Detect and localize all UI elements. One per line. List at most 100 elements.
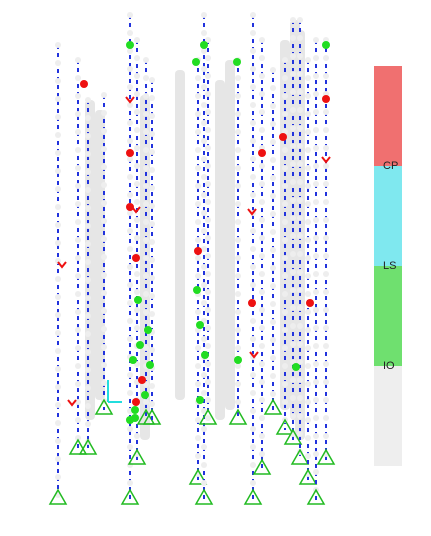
hinge-io	[313, 217, 319, 223]
hinge-io	[205, 73, 211, 79]
hinge-io	[149, 113, 155, 119]
legend-band-ls-io	[374, 266, 402, 366]
hinge-cp	[138, 376, 146, 384]
hinge-io	[55, 78, 61, 84]
legend-label-cp: CP	[383, 160, 399, 172]
hinge-io	[205, 307, 211, 313]
hinge-ls	[201, 351, 209, 359]
hinge-io	[282, 165, 288, 171]
structure-3d-view[interactable]	[0, 0, 360, 531]
hinge-io	[127, 192, 133, 198]
fixed-support-icon	[306, 488, 326, 505]
hinge-io	[134, 217, 140, 223]
hinge-io	[297, 395, 303, 401]
fixed-support-icon	[194, 488, 214, 505]
hinge-io	[205, 217, 211, 223]
hinge-io	[250, 390, 256, 396]
fixed-support-icon	[228, 408, 248, 425]
hinge-io	[323, 433, 329, 439]
hinge-io	[305, 399, 311, 405]
hinge-chevron	[131, 206, 141, 214]
hinge-io	[143, 201, 149, 207]
hinge-io	[127, 444, 133, 450]
hinge-io	[259, 181, 265, 187]
hinge-io	[282, 399, 288, 405]
hinge-io	[85, 367, 91, 373]
hinge-io	[201, 480, 207, 486]
hinge-io	[313, 343, 319, 349]
hinge-io	[149, 401, 155, 407]
hinge-io	[55, 186, 61, 192]
hinge-io	[259, 127, 265, 133]
hinge-io	[75, 273, 81, 279]
hinge-io	[195, 93, 201, 99]
hinge-io	[297, 287, 303, 293]
hinge-io	[127, 12, 133, 18]
hinge-io	[259, 163, 265, 169]
hinge-io	[305, 147, 311, 153]
hinge-ls	[322, 41, 330, 49]
hinge-io	[134, 109, 140, 115]
hinge-io	[85, 223, 91, 229]
hinge-io	[55, 42, 61, 48]
hinge-io	[143, 57, 149, 63]
hinge-io	[55, 384, 61, 390]
hinge-io	[259, 325, 265, 331]
hinge-io	[55, 150, 61, 156]
hinge-io	[134, 307, 140, 313]
hinge-chevron	[321, 156, 331, 164]
hinge-io	[201, 210, 207, 216]
hinge-io	[305, 255, 311, 261]
hinge-io	[75, 363, 81, 369]
hinge-io	[297, 377, 303, 383]
hinge-ls	[129, 356, 137, 364]
hinge-io	[201, 264, 207, 270]
hinge-io	[127, 390, 133, 396]
hinge-io	[290, 323, 296, 329]
hinge-io	[134, 271, 140, 277]
hinge-io	[305, 183, 311, 189]
hinge-io	[143, 291, 149, 297]
hinge-io	[313, 469, 319, 475]
hinge-io	[259, 37, 265, 43]
hinge-ls	[131, 414, 139, 422]
hinge-io	[143, 147, 149, 153]
hinge-io	[270, 211, 276, 217]
hinge-io	[282, 75, 288, 81]
hinge-io	[323, 397, 329, 403]
hinge-io	[205, 253, 211, 259]
hinge-io	[201, 12, 207, 18]
hinge-io	[282, 183, 288, 189]
hinge-io	[297, 269, 303, 275]
hinge-io	[75, 381, 81, 387]
hinge-io	[75, 57, 81, 63]
hinge-io	[195, 453, 201, 459]
hinge-cp	[258, 149, 266, 157]
hinge-io	[205, 109, 211, 115]
hinge-io	[297, 35, 303, 41]
hinge-io	[101, 110, 107, 116]
hinge-io	[305, 273, 311, 279]
hinge-io	[75, 417, 81, 423]
hinge-io	[134, 91, 140, 97]
hinge-io	[101, 326, 107, 332]
hinge-io	[297, 89, 303, 95]
hinge-io	[75, 219, 81, 225]
hinge-io	[101, 218, 107, 224]
hinge-io	[235, 309, 241, 315]
hinge-io	[297, 251, 303, 257]
hinge-io	[149, 167, 155, 173]
hinge-io	[101, 92, 107, 98]
hinge-ls	[234, 356, 242, 364]
hinge-io	[305, 363, 311, 369]
hinge-io	[323, 73, 329, 79]
hinge-io	[305, 417, 311, 423]
hinge-io	[149, 257, 155, 263]
hinge-io	[235, 273, 241, 279]
hinge-io	[313, 433, 319, 439]
hinge-io	[250, 444, 256, 450]
hinge-cp	[126, 203, 134, 211]
hinge-io	[290, 161, 296, 167]
hinge-io	[323, 163, 329, 169]
hinge-io	[282, 345, 288, 351]
